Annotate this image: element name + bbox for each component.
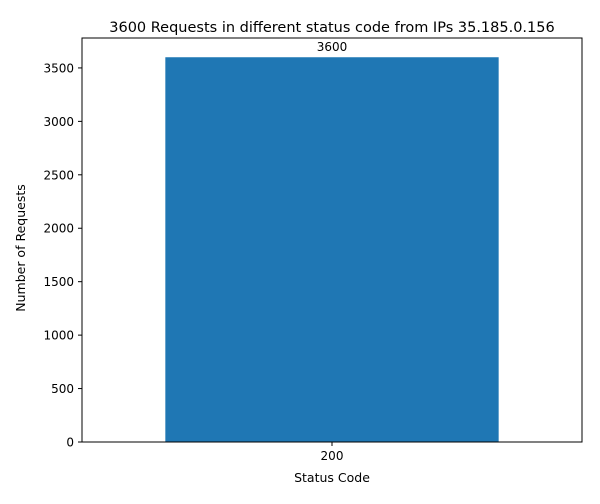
bar-data-label: 3600: [317, 40, 348, 54]
x-tick-label: 200: [321, 449, 344, 463]
y-tick-label: 1000: [43, 329, 74, 343]
y-axis-label: Number of Requests: [13, 184, 28, 312]
y-tick-label: 3500: [43, 61, 74, 75]
y-tick-label: 1500: [43, 275, 74, 289]
x-axis-label: Status Code: [294, 470, 370, 485]
chart-title: 3600 Requests in different status code f…: [109, 20, 554, 36]
bar: [165, 57, 499, 443]
y-tick-label: 2000: [43, 222, 74, 236]
y-tick-label: 0: [66, 436, 74, 450]
y-tick-label: 3000: [43, 115, 74, 129]
axes-frame: [81, 37, 583, 443]
y-tick-label: 500: [51, 382, 74, 396]
y-tick-label: 2500: [43, 168, 74, 182]
